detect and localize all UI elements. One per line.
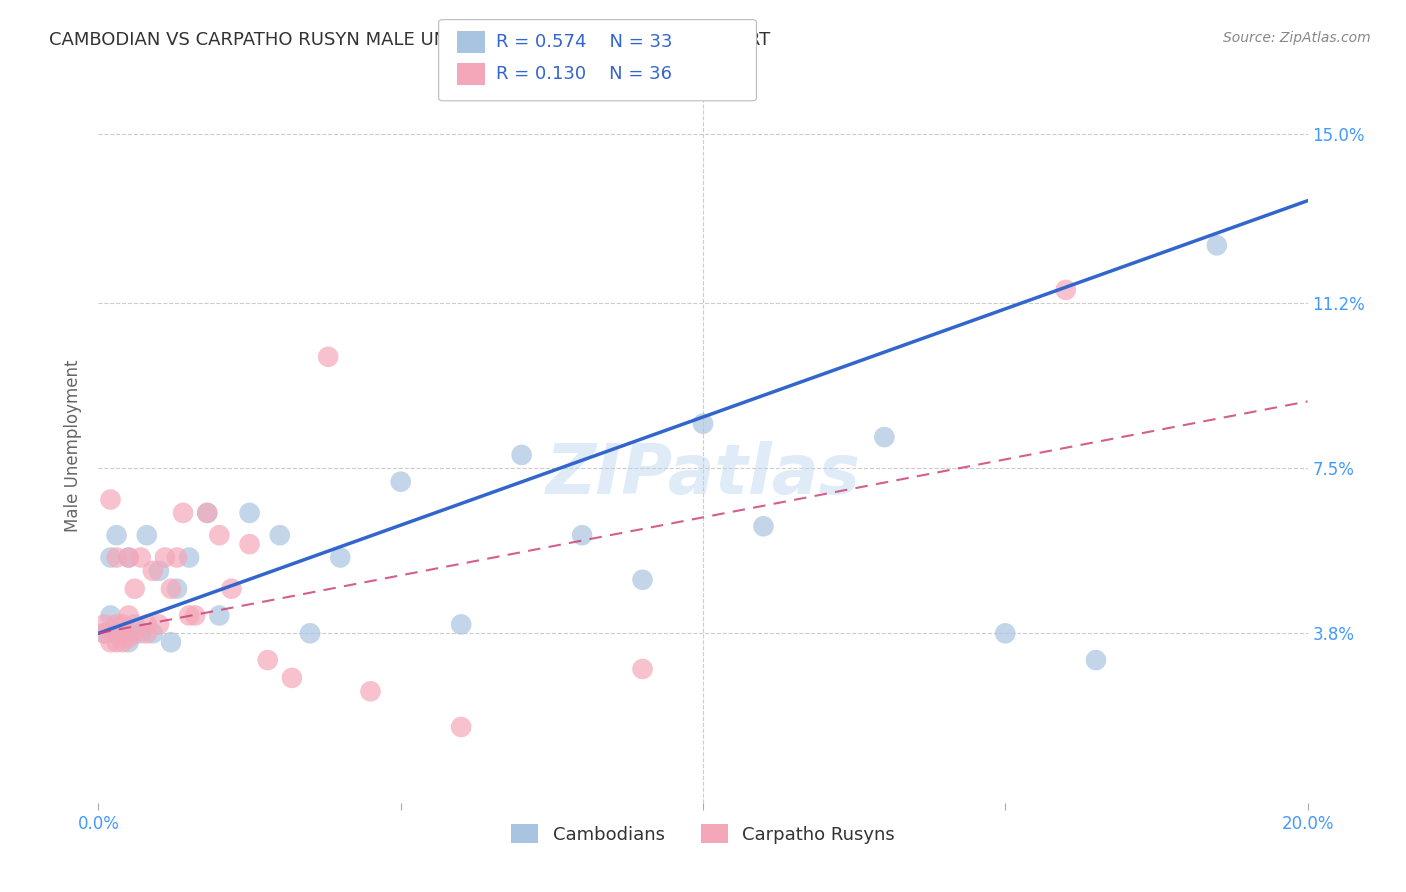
Point xyxy=(142,564,165,578)
Point xyxy=(360,684,382,698)
Point xyxy=(118,550,141,565)
Point xyxy=(135,528,157,542)
Point xyxy=(160,635,183,649)
Text: CAMBODIAN VS CARPATHO RUSYN MALE UNEMPLOYMENT CORRELATION CHART: CAMBODIAN VS CARPATHO RUSYN MALE UNEMPLO… xyxy=(49,31,770,49)
Text: Source: ZipAtlas.com: Source: ZipAtlas.com xyxy=(1223,31,1371,45)
Point xyxy=(316,350,339,364)
Point xyxy=(873,430,896,444)
Point xyxy=(100,608,122,623)
Point xyxy=(93,626,115,640)
Point xyxy=(129,550,152,565)
Point xyxy=(208,528,231,542)
Point xyxy=(111,617,134,632)
Point xyxy=(195,506,218,520)
Point xyxy=(389,475,412,489)
Point xyxy=(111,635,134,649)
Point xyxy=(1206,238,1229,252)
Point xyxy=(571,528,593,542)
Point xyxy=(299,626,322,640)
Point xyxy=(129,626,152,640)
Point xyxy=(281,671,304,685)
Legend: Cambodians, Carpatho Rusyns: Cambodians, Carpatho Rusyns xyxy=(503,817,903,851)
Point xyxy=(221,582,243,596)
Point xyxy=(239,537,262,551)
Point xyxy=(179,608,201,623)
Point xyxy=(100,550,122,565)
Point xyxy=(142,626,165,640)
Point xyxy=(239,506,262,520)
Text: R = 0.130    N = 36: R = 0.130 N = 36 xyxy=(496,65,672,83)
Point xyxy=(160,582,183,596)
Point xyxy=(153,550,176,565)
Point xyxy=(450,720,472,734)
Point xyxy=(111,626,134,640)
Point xyxy=(93,626,115,640)
Point xyxy=(105,635,128,649)
Point xyxy=(148,564,170,578)
Point xyxy=(166,582,188,596)
Text: ZIPatlas: ZIPatlas xyxy=(546,441,860,508)
Point xyxy=(510,448,533,462)
Point xyxy=(631,662,654,676)
Point xyxy=(184,608,207,623)
Point xyxy=(100,492,122,507)
Point xyxy=(124,582,146,596)
Point xyxy=(166,550,188,565)
Text: R = 0.574    N = 33: R = 0.574 N = 33 xyxy=(496,33,673,51)
Point xyxy=(256,653,278,667)
Point xyxy=(172,506,194,520)
Point xyxy=(105,617,128,632)
Point xyxy=(994,626,1017,640)
Point xyxy=(752,519,775,533)
Point xyxy=(124,617,146,632)
Point xyxy=(100,635,122,649)
Point xyxy=(195,506,218,520)
Point xyxy=(135,626,157,640)
Point xyxy=(93,617,115,632)
Point xyxy=(105,626,128,640)
Point xyxy=(118,631,141,645)
Point xyxy=(631,573,654,587)
Point xyxy=(118,550,141,565)
Point xyxy=(148,617,170,632)
Point xyxy=(1085,653,1108,667)
Point xyxy=(179,550,201,565)
Point xyxy=(135,617,157,632)
Point xyxy=(692,417,714,431)
Point xyxy=(118,608,141,623)
Point xyxy=(208,608,231,623)
Point xyxy=(105,550,128,565)
Point xyxy=(1054,283,1077,297)
Point xyxy=(124,626,146,640)
Y-axis label: Male Unemployment: Male Unemployment xyxy=(65,359,83,533)
Point xyxy=(105,528,128,542)
Point xyxy=(269,528,291,542)
Point xyxy=(450,617,472,632)
Point xyxy=(118,635,141,649)
Point xyxy=(329,550,352,565)
